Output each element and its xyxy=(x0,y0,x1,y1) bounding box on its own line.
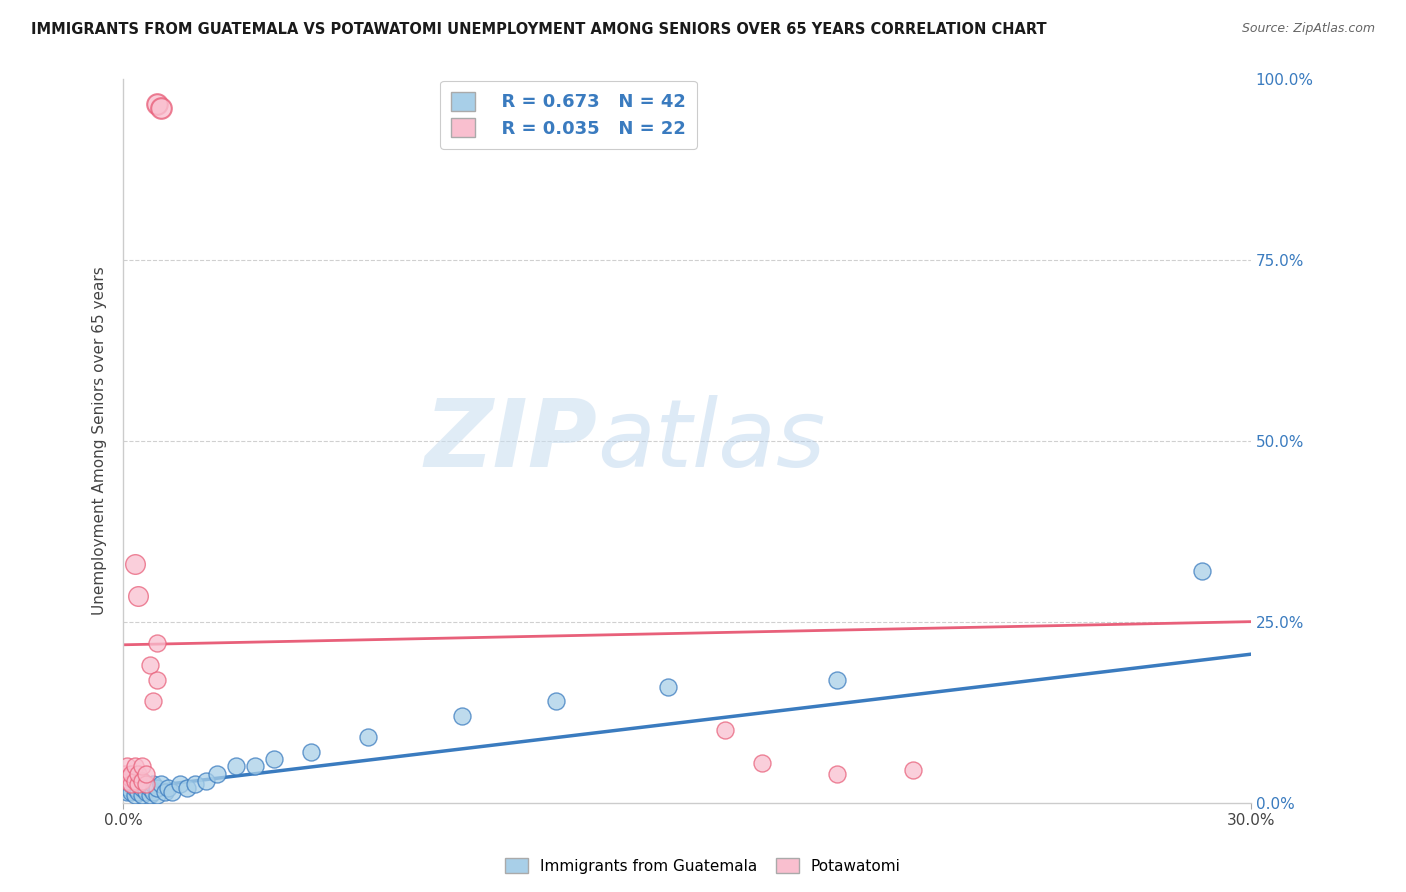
Point xyxy=(356,731,378,745)
Point xyxy=(120,770,142,784)
Point xyxy=(207,766,229,780)
Point xyxy=(131,789,153,803)
Point xyxy=(127,766,149,780)
Point xyxy=(160,785,183,799)
Point xyxy=(135,766,157,780)
Point xyxy=(127,590,149,604)
Point xyxy=(713,723,735,738)
Point xyxy=(120,777,142,791)
Point xyxy=(153,785,176,799)
Point xyxy=(149,777,172,791)
Point xyxy=(157,780,180,795)
Point xyxy=(149,101,172,115)
Legend:   R = 0.673   N = 42,   R = 0.035   N = 22: R = 0.673 N = 42, R = 0.035 N = 22 xyxy=(440,81,697,149)
Point xyxy=(225,759,247,773)
Point xyxy=(118,780,141,795)
Point xyxy=(118,770,141,784)
Point xyxy=(146,636,169,650)
Text: atlas: atlas xyxy=(598,395,825,486)
Point xyxy=(901,763,924,777)
Text: IMMIGRANTS FROM GUATEMALA VS POTAWATOMI UNEMPLOYMENT AMONG SENIORS OVER 65 YEARS: IMMIGRANTS FROM GUATEMALA VS POTAWATOMI … xyxy=(31,22,1046,37)
Point xyxy=(120,785,142,799)
Point xyxy=(146,97,169,112)
Point xyxy=(124,789,146,803)
Point xyxy=(138,780,160,795)
Point xyxy=(450,708,472,723)
Point xyxy=(120,777,142,791)
Text: Source: ZipAtlas.com: Source: ZipAtlas.com xyxy=(1241,22,1375,36)
Point xyxy=(127,785,149,799)
Point xyxy=(138,789,160,803)
Point xyxy=(263,752,285,766)
Point xyxy=(146,673,169,687)
Point xyxy=(146,789,169,803)
Point xyxy=(115,759,138,773)
Point xyxy=(124,773,146,788)
Point xyxy=(183,777,205,791)
Point xyxy=(299,745,322,759)
Point xyxy=(827,673,849,687)
Legend: Immigrants from Guatemala, Potawatomi: Immigrants from Guatemala, Potawatomi xyxy=(499,852,907,880)
Point xyxy=(114,777,136,791)
Point xyxy=(131,759,153,773)
Point xyxy=(124,773,146,788)
Point xyxy=(195,773,218,788)
Point xyxy=(127,777,149,791)
Text: ZIP: ZIP xyxy=(425,395,598,487)
Point xyxy=(827,766,849,780)
Point xyxy=(120,766,142,780)
Point xyxy=(657,680,679,694)
Point xyxy=(135,777,157,791)
Point xyxy=(138,658,160,673)
Point xyxy=(1191,564,1213,578)
Point xyxy=(124,759,146,773)
Y-axis label: Unemployment Among Seniors over 65 years: Unemployment Among Seniors over 65 years xyxy=(93,267,107,615)
Point xyxy=(751,756,773,770)
Point xyxy=(131,773,153,788)
Point xyxy=(142,785,165,799)
Point xyxy=(243,759,266,773)
Point xyxy=(124,780,146,795)
Point xyxy=(131,780,153,795)
Point xyxy=(115,773,138,788)
Point xyxy=(176,780,198,795)
Point xyxy=(169,777,191,791)
Point xyxy=(127,777,149,791)
Point xyxy=(135,785,157,799)
Point xyxy=(114,766,136,780)
Point xyxy=(124,557,146,571)
Point xyxy=(115,785,138,799)
Point xyxy=(135,777,157,791)
Point xyxy=(131,773,153,788)
Point xyxy=(544,694,567,708)
Point xyxy=(142,777,165,791)
Point xyxy=(146,780,169,795)
Point xyxy=(115,773,138,788)
Point xyxy=(142,694,165,708)
